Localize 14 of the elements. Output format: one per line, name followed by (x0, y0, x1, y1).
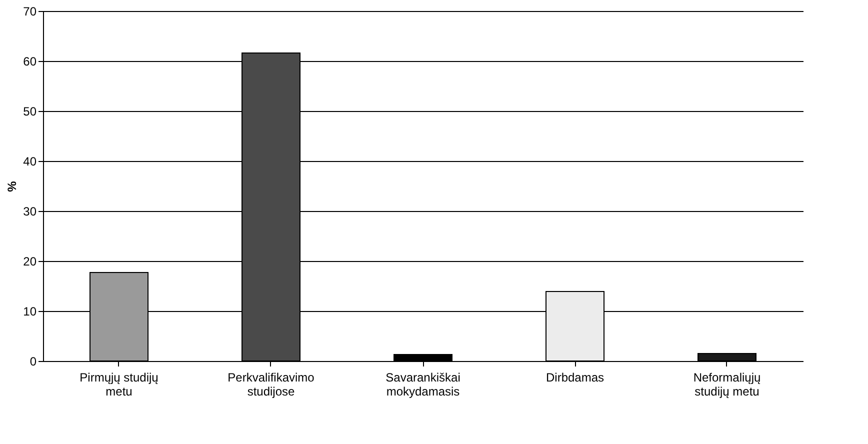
x-tick-label: Neformaliųjų studijų metu (693, 370, 762, 398)
y-tick-label: 0 (30, 354, 37, 368)
x-tick-label: Perkvalifikavimo studijose (228, 370, 315, 398)
y-tick-label: 70 (23, 4, 37, 18)
y-tick-label: 30 (23, 204, 37, 218)
y-axis-title: % (5, 180, 20, 192)
y-tick-label: 40 (23, 154, 37, 168)
y-tick-label: 50 (23, 104, 37, 118)
x-tick-label: Savarankiškai mokydamasis (386, 370, 460, 398)
x-tick-label: Dirbdamas (546, 370, 604, 384)
x-tick-label: Pirmųjų studijų metu (80, 370, 159, 398)
y-tick-label: 60 (23, 54, 37, 68)
y-tick-label: 20 (23, 254, 37, 268)
y-tick-label: 10 (23, 304, 37, 318)
